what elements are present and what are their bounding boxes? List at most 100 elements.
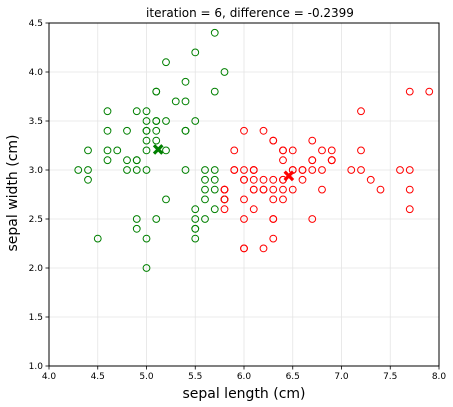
cluster-2-point [240,244,248,253]
cluster-1-point [201,185,209,194]
cluster-1-point [220,68,229,76]
cluster-1-point [201,166,209,174]
y-tick-label: 1.0 [29,362,44,372]
cluster-2-point [318,185,326,194]
cluster-1-point [210,87,219,96]
centroid-markers [152,144,295,182]
cluster-1-point [142,166,151,174]
cluster-1-point [142,117,151,125]
cluster-2-point [308,166,317,174]
x-tick-label: 6.5 [286,372,300,382]
cluster-2-point [308,156,317,165]
cluster-2-point [405,185,414,194]
cluster-2-point [240,175,248,184]
y-tick-label: 3.0 [29,166,44,176]
cluster-2-point [279,156,287,165]
cluster-1-point [132,215,141,223]
cluster-2-point [269,195,278,204]
cluster-2-point [240,215,248,223]
cluster-1-point [210,28,219,37]
cluster-2-point [240,195,248,204]
cluster-1-point [152,126,161,135]
cluster-1-point [142,136,151,145]
cluster-2-point [288,185,297,194]
x-tick-label: 6.0 [237,372,252,382]
cluster-2-point [230,166,239,174]
cluster-2-point [279,195,287,204]
cluster-2-point [269,185,278,194]
cluster-2-point [240,166,248,174]
x-axis-ticks: 4.0 4.5 5.0 5.5 6.0 6.5 7.0 7.5 8.0 [42,366,447,382]
cluster-2-point [327,146,336,155]
cluster-1-point [103,126,112,135]
y-tick-label: 1.5 [29,313,43,323]
cluster-1-point [171,97,180,106]
cluster-1-point [132,224,141,233]
x-tick-label: 8.0 [432,372,447,382]
cluster-2-point [249,205,258,214]
cluster-2-point [308,215,317,223]
centroid-2-x-icon [283,170,295,182]
cluster-1-point [74,166,83,174]
cluster-1-point [181,126,190,135]
cluster-1-point [191,205,200,214]
cluster-1-point [84,146,92,155]
cluster-2-point [259,244,268,253]
x-axis-label: sepal length (cm) [182,386,305,402]
cluster-2-point [357,107,365,116]
cluster-2-point [269,136,278,145]
cluster-1-point [142,126,151,135]
cluster-1-point [210,175,219,184]
cluster-1-point [84,166,92,174]
cluster-1-point [162,58,170,67]
cluster-1-point [162,117,170,125]
cluster-2-point [269,215,278,223]
cluster-1-point [142,264,151,272]
cluster-2-point [288,146,297,155]
cluster-1-point [103,107,112,116]
cluster-2-point [259,185,268,194]
cluster-1-point [142,107,151,116]
cluster-2-point [298,175,307,184]
cluster-2-point [279,185,287,194]
cluster-1-point [191,48,200,57]
cluster-1-point [152,215,161,223]
y-tick-label: 4.5 [29,19,43,29]
cluster-1-point [123,126,131,135]
cluster-1-point [201,215,209,223]
cluster-1-point [93,234,102,243]
cluster-1-point [210,185,219,194]
cluster-2-point [279,146,287,155]
cluster-2-point [220,185,229,194]
cluster-1-point [181,77,190,86]
cluster-2-point [366,175,375,184]
cluster-2-point [396,166,404,174]
cluster-1-point [152,136,161,145]
cluster-2-point [220,195,229,204]
cluster-2-point [425,87,434,96]
cluster-1-point [132,107,141,116]
x-tick-label: 5.0 [139,372,154,382]
x-tick-label: 7.0 [334,372,349,382]
cluster-2-point [376,185,385,194]
cluster-1-point [191,215,200,223]
centroid-1-x-icon [152,144,164,155]
y-tick-label: 4.0 [29,68,44,78]
data-points [74,28,434,272]
grid [48,22,440,367]
cluster-1-point [132,156,141,165]
y-tick-label: 2.0 [29,264,44,274]
cluster-2-point [327,156,336,165]
cluster-1-point [84,175,92,184]
cluster-2-point [259,175,268,184]
cluster-2-point [240,126,248,135]
x-tick-label: 5.5 [188,372,202,382]
cluster-2-point [259,126,268,135]
cluster-2-point [220,205,229,214]
cluster-2-point [308,136,317,145]
cluster-2-point [269,234,278,243]
y-axis-ticks: 1.0 1.5 2.0 2.5 3.0 3.5 4.0 4.5 [29,19,49,372]
cluster-1-point [201,195,209,204]
cluster-2-point [405,205,414,214]
cluster-2-point [249,175,258,184]
